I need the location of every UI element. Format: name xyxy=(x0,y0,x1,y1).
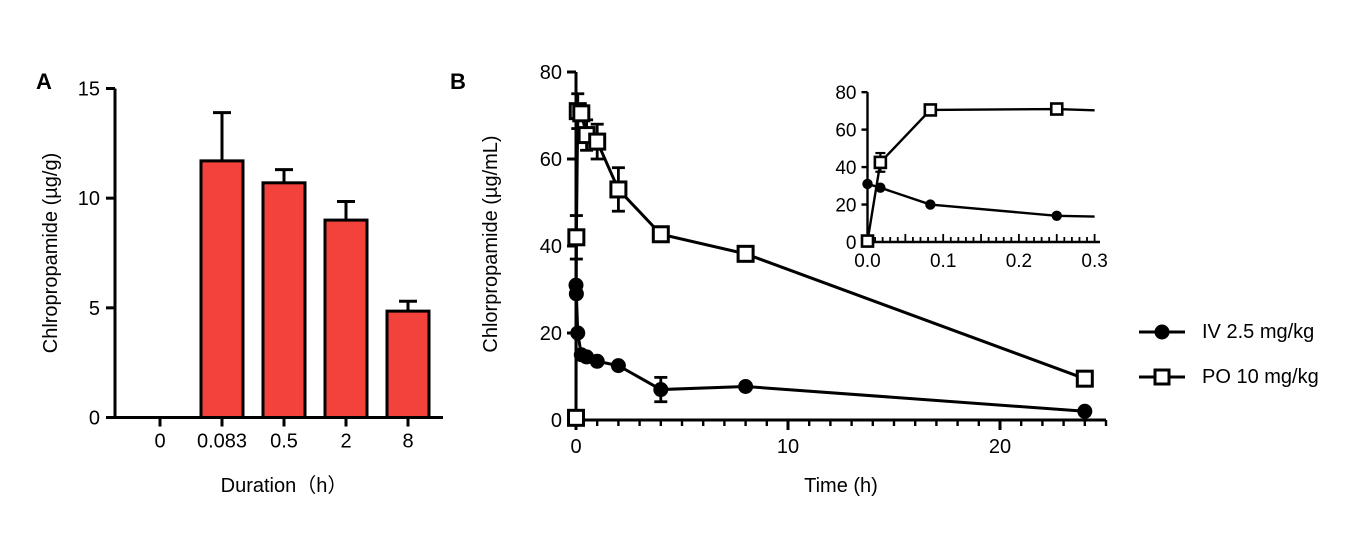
marker-open-square xyxy=(1049,102,1064,116)
marker-open-square xyxy=(567,228,586,247)
bar xyxy=(199,159,245,419)
panel-a-x-axis-title: Duration（h） xyxy=(221,474,348,497)
x-tick-label: 20 xyxy=(989,436,1011,458)
x-tick-label: 2 xyxy=(340,431,351,453)
y-tick-label: 0 xyxy=(846,233,857,254)
x-tick-label: 0.0 xyxy=(854,251,880,272)
x-tick-label: 0 xyxy=(570,436,581,458)
marker-filled-circle xyxy=(1077,403,1093,419)
y-tick-label: 0 xyxy=(89,408,100,430)
marker-filled-circle xyxy=(875,182,886,193)
marker-open-square xyxy=(736,244,755,263)
panel-b-y-axis-title: Chlorpropamide (µg/mL) xyxy=(480,135,502,352)
panel-b-chart: 0 10 20 0 20 40 60 80 Chlorpropamide (µg/mL) Time… xyxy=(480,62,1108,497)
legend-item-iv: IV 2.5 mg/kg xyxy=(1138,319,1319,345)
x-tick-label: 0.1 xyxy=(930,251,956,272)
panel-a-chart: 0 5 10 15 0 0.083 0.5 2 8 Chlropropamide (µg/g) Du… xyxy=(40,79,443,497)
y-tick-label: 40 xyxy=(540,236,562,258)
legend-label-iv: IV 2.5 mg/kg xyxy=(1202,320,1315,343)
marker-filled-circle xyxy=(653,382,669,398)
y-tick-label: 15 xyxy=(78,79,100,101)
x-tick-label: 0.3 xyxy=(1081,251,1107,272)
panel-b-inset-chart: 0.0 0.1 0.2 0.3 0 20 40 60 80 xyxy=(835,83,1107,272)
legend-item-po: PO 10 mg/kg xyxy=(1138,364,1319,390)
marker-open-square xyxy=(860,234,875,248)
open-square-marker-icon xyxy=(1139,368,1185,386)
x-tick-label: 0.5 xyxy=(270,431,298,453)
marker-open-square xyxy=(588,132,607,151)
marker-filled-circle xyxy=(1051,210,1062,221)
marker-filled-circle xyxy=(610,358,626,374)
marker-open-square xyxy=(572,104,591,123)
bar xyxy=(323,218,369,419)
marker-open-square xyxy=(923,103,938,117)
marker-filled-circle xyxy=(589,353,605,369)
x-tick-label: 0.083 xyxy=(197,431,247,453)
y-tick-label: 5 xyxy=(89,298,100,320)
y-tick-label: 80 xyxy=(540,62,562,84)
legend-label-po: PO 10 mg/kg xyxy=(1202,365,1319,388)
marker-open-square xyxy=(609,180,628,199)
y-tick-label: 60 xyxy=(835,121,856,142)
marker-filled-circle xyxy=(570,325,586,341)
x-tick-label: 8 xyxy=(402,431,413,453)
filled-circle-marker-icon xyxy=(1139,324,1185,340)
series-line-iv xyxy=(867,182,1095,218)
series-line-po xyxy=(866,107,1095,242)
y-tick-label: 0 xyxy=(551,410,562,432)
marker-open-square xyxy=(873,155,888,170)
legend: IV 2.5 mg/kg PO 10 mg/kg xyxy=(1138,319,1319,409)
marker-open-square xyxy=(567,408,585,427)
y-tick-label: 20 xyxy=(540,323,562,345)
marker-filled-circle xyxy=(568,286,584,302)
panel-b-label: B xyxy=(450,69,466,94)
marker-open-square xyxy=(651,225,670,244)
y-tick-label: 60 xyxy=(540,149,562,171)
marker-filled-circle xyxy=(925,199,936,210)
bar xyxy=(385,309,431,419)
series-line-iv xyxy=(574,285,1085,413)
bar xyxy=(261,181,307,419)
marker-filled-circle xyxy=(738,379,754,395)
x-tick-label: 0.2 xyxy=(1006,251,1032,272)
x-tick-label: 0 xyxy=(154,431,165,453)
y-tick-label: 10 xyxy=(78,188,100,210)
panel-a-label: A xyxy=(36,69,52,94)
marker-filled-circle xyxy=(862,178,873,190)
y-tick-label: 20 xyxy=(835,196,856,217)
x-tick-label: 10 xyxy=(777,436,799,458)
y-tick-label: 80 xyxy=(835,83,856,104)
panel-a-y-axis-title: Chlropropamide (µg/g) xyxy=(40,153,62,354)
panel-b-inset-axes xyxy=(866,92,1100,244)
marker-open-square xyxy=(1075,369,1094,388)
y-tick-label: 40 xyxy=(835,158,856,179)
panel-b-x-axis-title: Time (h) xyxy=(804,475,878,497)
